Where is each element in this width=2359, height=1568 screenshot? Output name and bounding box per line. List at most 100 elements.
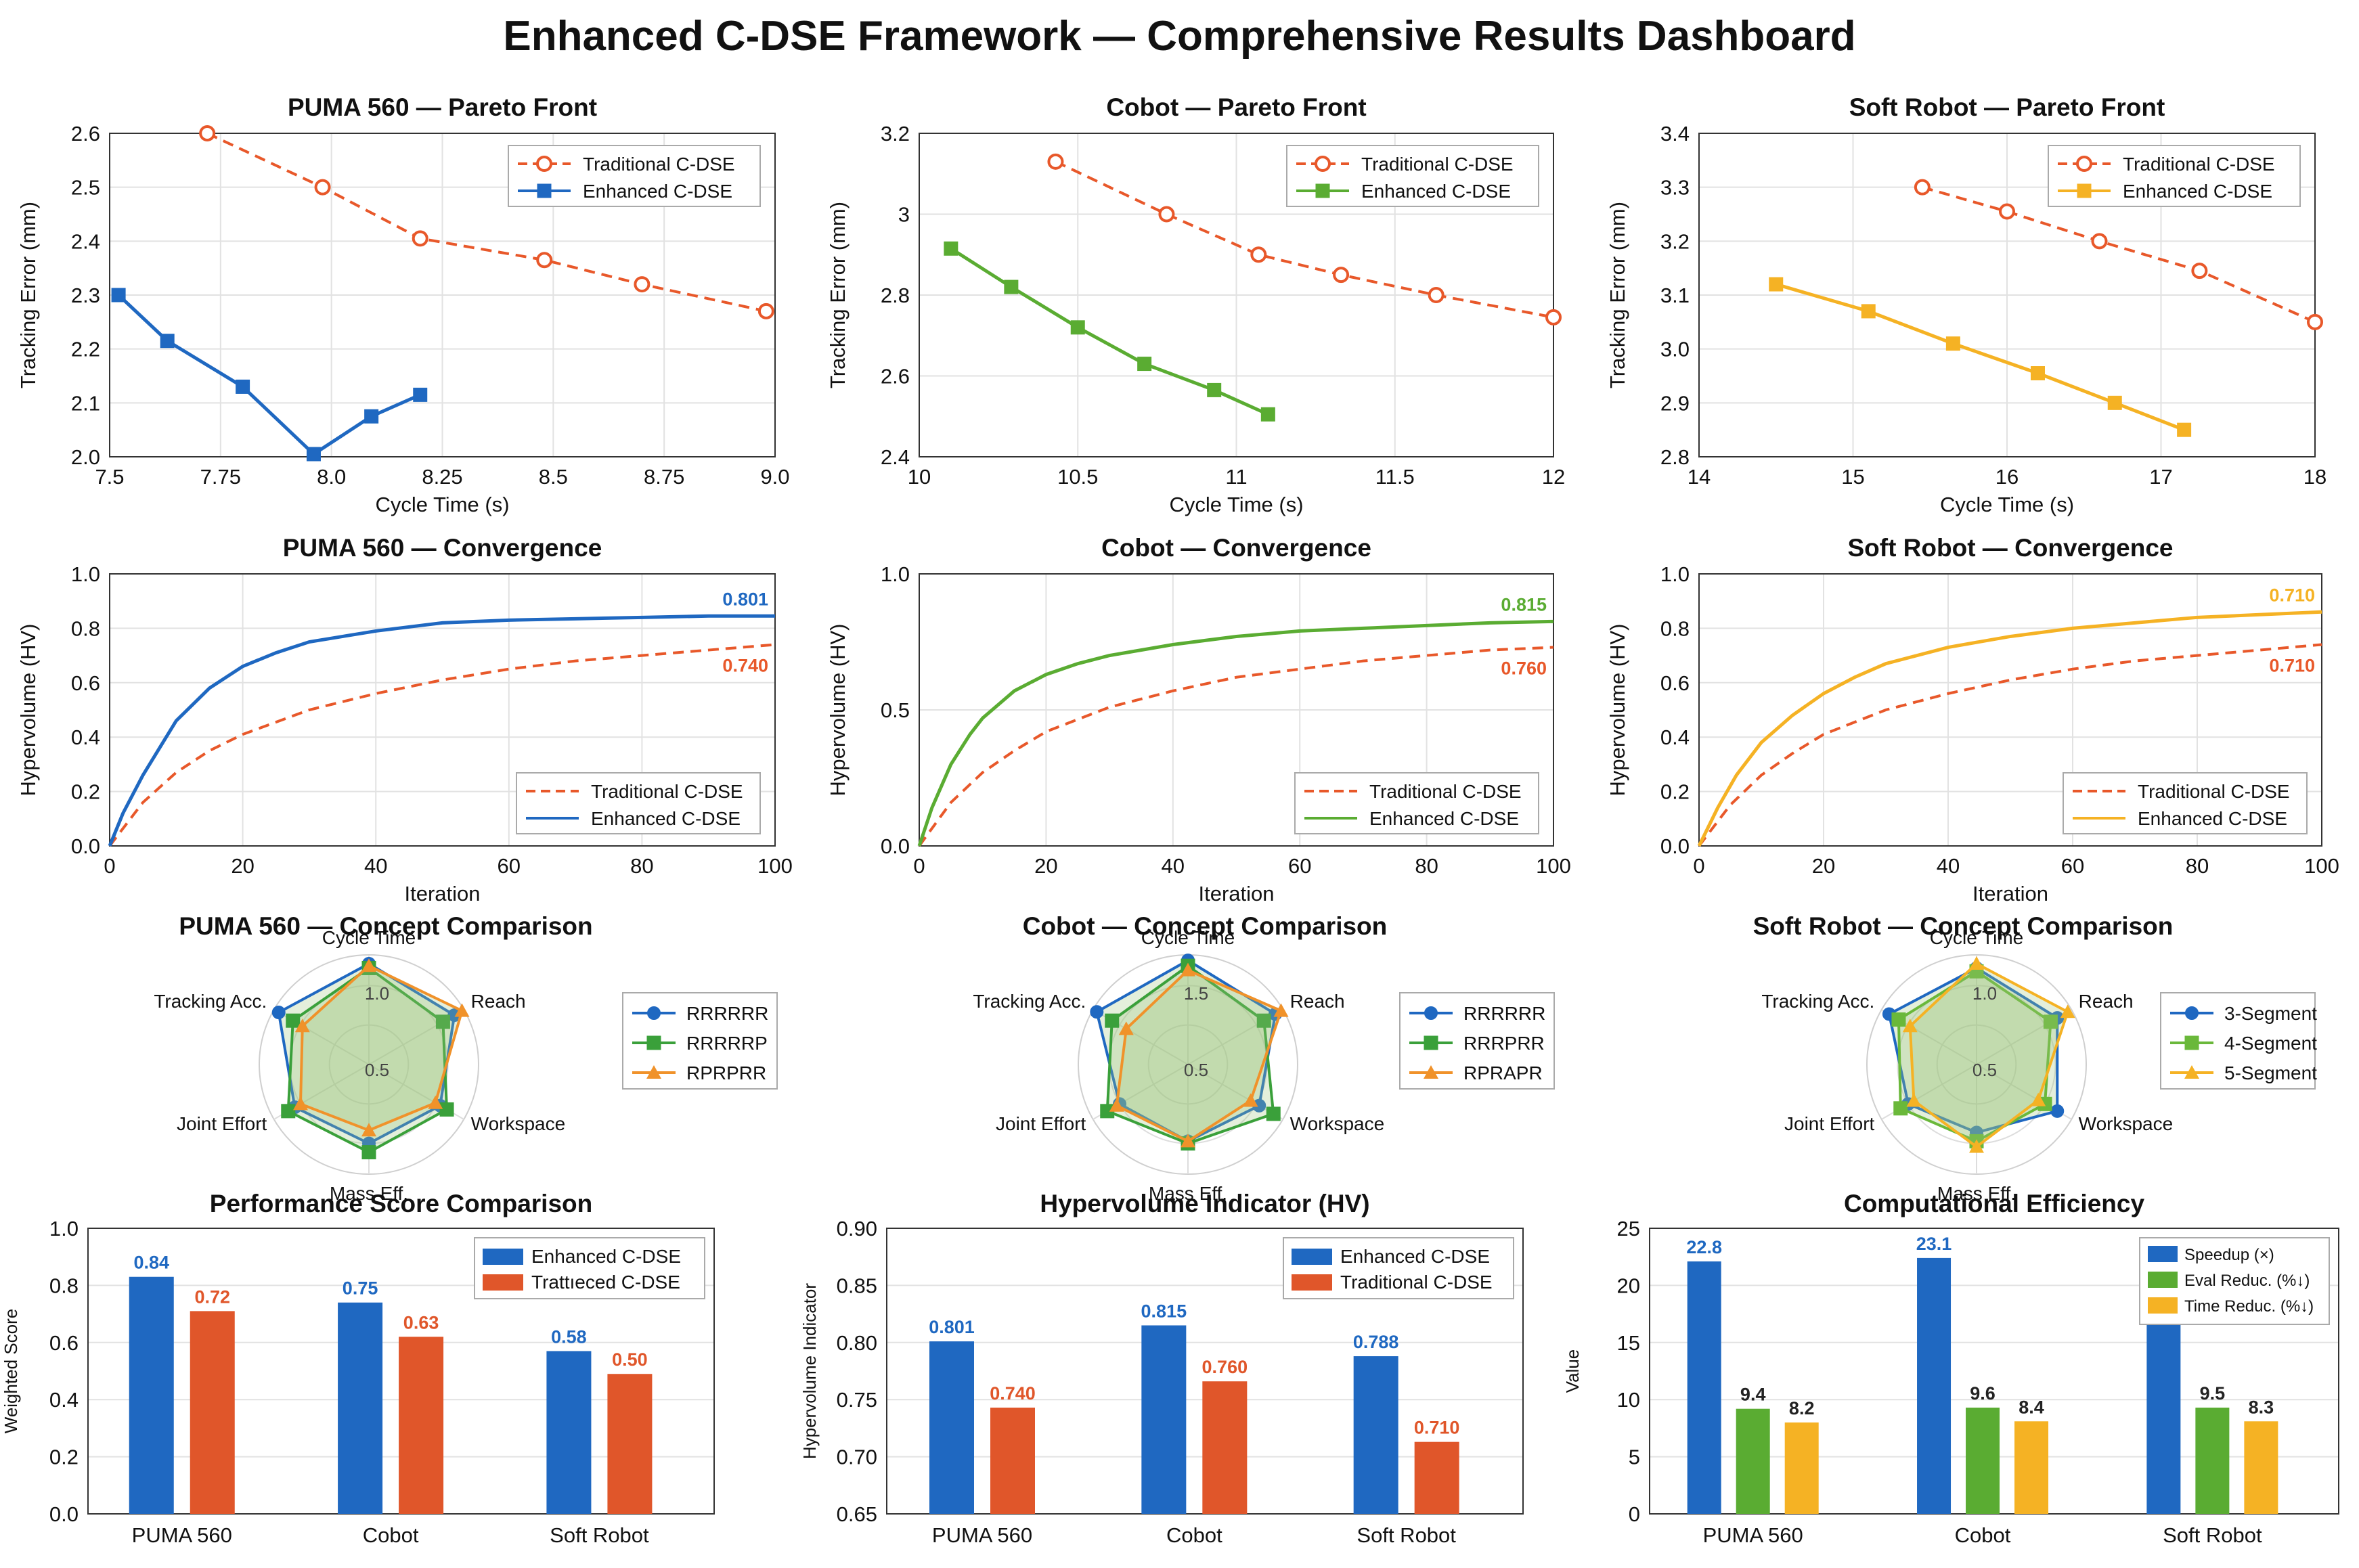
series-line	[1055, 160, 1554, 319]
legend: Traditional C-DSE Enhanced C-DSE	[2063, 772, 2308, 834]
legend: Traditional C-DSE Enhanced C-DSE	[2048, 145, 2301, 207]
bar-hv-chart: 0.65 0.70 0.75 0.80 0.85 0.90 Hypervolume Indi…	[799, 1190, 1524, 1547]
legend-marker	[2076, 156, 2092, 172]
x-tick-label: 0	[1693, 854, 1704, 878]
legend: Traditional C-DSE Enhanced C-DSE	[1286, 145, 1539, 207]
data-point	[757, 303, 774, 319]
radar-point	[1906, 1093, 1922, 1107]
y-tick-label: 3.3	[1660, 176, 1690, 200]
radar-point	[1969, 1139, 1984, 1153]
legend-label: Speedup (×)	[2184, 1246, 2274, 1264]
panel-title: Computational Efficiency	[1844, 1190, 2144, 1217]
bar-value-label: 8.2	[1789, 1398, 1815, 1418]
legend: Traditional C-DSE Enhanced C-DSE	[508, 145, 761, 207]
y-tick-label: 2.6	[71, 122, 100, 145]
legend: Enhanced C-DSE Trattıeced C-DSE	[474, 1237, 705, 1299]
panel-title: Cobot — Concept Comparison	[1023, 912, 1388, 940]
radar-point	[2050, 1104, 2065, 1118]
legend-marker	[2185, 1006, 2199, 1020]
x-tick-label: 40	[1162, 854, 1185, 878]
x-tick-label: 11.5	[1375, 465, 1415, 489]
x-tick-label: Cobot	[1955, 1523, 2011, 1547]
legend-label: 5-Segment	[2224, 1062, 2317, 1083]
legend-label: RRRRRP	[686, 1033, 768, 1054]
data-point	[1070, 320, 1085, 335]
radar-point	[1902, 1018, 1918, 1033]
series-line	[117, 294, 421, 457]
radar-axis-label: Reach	[2079, 991, 2134, 1012]
x-tick-label: 80	[2186, 854, 2209, 878]
legend-label: Traditional C-DSE	[2123, 154, 2275, 175]
y-tick-label: 0.80	[837, 1331, 877, 1355]
legend-marker	[1315, 183, 1330, 198]
bar-value-label: 0.788	[1353, 1332, 1399, 1352]
plot-frame	[109, 573, 776, 847]
y-tick-label: 0.0	[1660, 834, 1690, 858]
value-label: 0.710	[2269, 656, 2315, 676]
bar	[1917, 1257, 1952, 1514]
x-tick-label: 10	[908, 465, 931, 489]
x-tick-label: PUMA 560	[932, 1523, 1032, 1547]
x-tick-label: 40	[1937, 854, 1960, 878]
data-point	[1250, 246, 1267, 263]
conv-cobot-chart: 0 20 40 60 80 100 0.0 0.5 1.0 Cobot — Convergence…	[826, 534, 1571, 905]
legend-swatch	[483, 1249, 523, 1265]
bar-score-chart: 0.0 0.2 0.4 0.6 0.8 1.0 Performance Score Comp…	[1, 1190, 715, 1547]
legend: RRRRRR RRRPRR RPRAPR	[1399, 992, 1555, 1090]
y-tick-label: 10	[1617, 1388, 1640, 1412]
legend-swatch	[1292, 1249, 1332, 1265]
y-tick-label: 0.8	[71, 617, 100, 640]
pareto-cobot-chart: 10 10.5 11 11.5 12 2.4 2.6 2.8 3 3.2 Cobot — Paret…	[826, 93, 1565, 516]
radar-point	[1243, 1093, 1258, 1107]
data-point	[412, 230, 428, 247]
x-axis-label: Iteration	[404, 882, 480, 905]
x-tick-label: 60	[498, 854, 521, 878]
legend-swatch	[2148, 1272, 2178, 1288]
bar-value-label: 0.84	[133, 1253, 169, 1273]
bar	[1141, 1325, 1187, 1514]
radar-point	[439, 1102, 454, 1117]
legend-marker	[1424, 1065, 1438, 1079]
y-tick-label: 2.2	[71, 338, 100, 361]
bar-value-label: 8.4	[2019, 1397, 2044, 1417]
data-point	[1769, 277, 1784, 292]
bar	[2195, 1408, 2230, 1514]
y-tick-label: 3.0	[1660, 338, 1690, 361]
legend-label: RPRPRR	[686, 1062, 766, 1083]
data-point	[1999, 203, 2015, 220]
y-axis-label: Hypervolume (HV)	[826, 624, 850, 797]
data-point	[364, 409, 379, 424]
x-tick-label: 80	[1415, 854, 1438, 878]
radar-point	[1181, 1134, 1195, 1148]
legend-label: Traditional C-DSE	[2138, 781, 2290, 802]
bar	[129, 1276, 174, 1514]
radar-point	[2060, 1004, 2075, 1018]
bar-value-label: 0.58	[551, 1326, 587, 1347]
pareto-puma-chart: 7.5 7.75 8.0 8.25 8.5 8.75 9.0 2.0 2.1 2.2 2.3 2.4 2…	[16, 93, 790, 516]
value-label: 0.710	[2269, 585, 2315, 605]
y-axis-label: Hypervolume Indicator	[799, 1283, 820, 1459]
radar-point	[1273, 1003, 1289, 1017]
panel-title: Cobot — Pareto Front	[1106, 93, 1366, 121]
y-tick-label: 2.3	[71, 284, 100, 307]
panel-title: Cobot — Convergence	[1101, 534, 1371, 562]
data-point	[1158, 206, 1175, 223]
radar-axis-label: Reach	[471, 991, 526, 1012]
radar-puma-chart: PUMA 560 — Concept Comparison 0.5 1.0 Cycle…	[154, 912, 778, 1204]
data-point	[1545, 309, 1562, 326]
legend: Speedup (×) Eval Reduc. (%↓) Time Reduc. (…	[2139, 1237, 2330, 1325]
legend-marker	[2077, 183, 2092, 198]
data-point	[536, 252, 553, 269]
data-point	[111, 288, 126, 303]
legend-marker	[1424, 1035, 1438, 1050]
y-tick-label: 2.4	[881, 445, 910, 469]
radar-point	[1891, 1012, 1906, 1027]
data-point	[306, 447, 321, 462]
data-point	[944, 241, 958, 256]
legend-marker	[1424, 1006, 1438, 1020]
series-line	[918, 646, 1554, 847]
y-tick-label: 3	[898, 203, 910, 227]
y-tick-label: 2.5	[71, 176, 100, 200]
x-tick-label: 20	[1034, 854, 1057, 878]
radar-point	[435, 1014, 450, 1029]
